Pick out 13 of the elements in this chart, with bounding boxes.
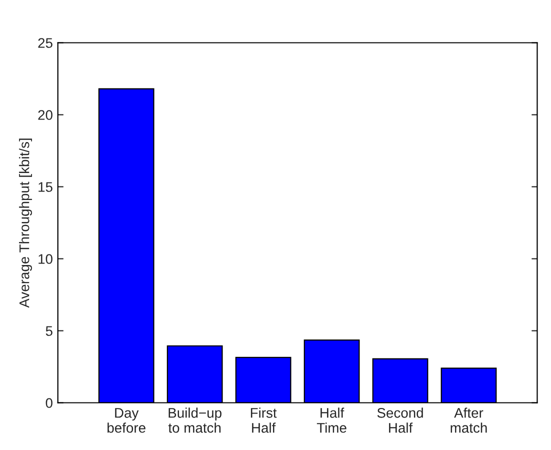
x-tick-label: Build−up to match xyxy=(168,408,222,433)
y-axis-title: Average Throughput [kbit/s] xyxy=(19,138,32,308)
y-tick-label: 20 xyxy=(38,110,52,120)
x-tick-label: Half Time xyxy=(316,408,346,433)
x-tick-label: Second Half xyxy=(377,408,423,433)
y-tick-label: 10 xyxy=(38,254,52,264)
y-tick-label: 25 xyxy=(38,38,52,48)
x-tick-label: First Half xyxy=(250,408,277,433)
x-tick-label: After match xyxy=(450,408,487,433)
y-tick-label: 5 xyxy=(46,326,52,336)
y-tick-label: 15 xyxy=(38,182,52,192)
y-tick-label: 0 xyxy=(46,398,52,408)
x-tick-label: Day before xyxy=(108,408,146,433)
